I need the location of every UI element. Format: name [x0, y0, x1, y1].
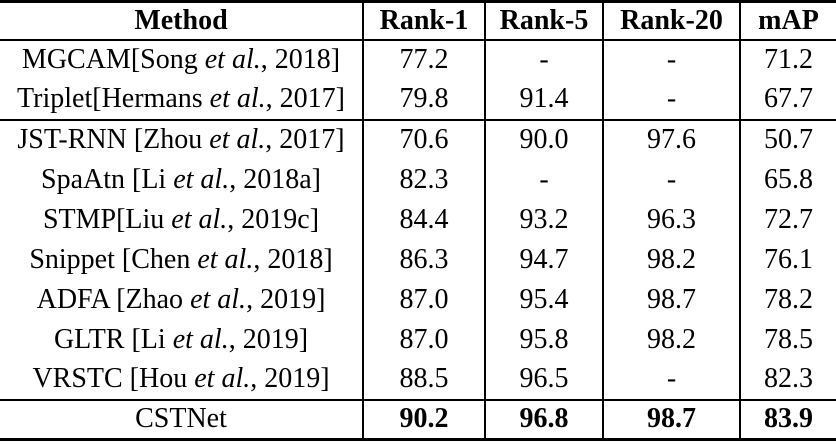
method-suffix-text: , 2017] [265, 124, 345, 155]
rank1-cell: 77.2 [362, 39, 485, 80]
method-cell: Triplet[Hermans et al., 2017] [0, 80, 363, 120]
table-row: STMP[Liu et al., 2019c] 84.4 93.2 96.3 7… [0, 199, 836, 240]
rank5-cell: 96.5 [484, 359, 603, 400]
method-suffix-text: , 2018] [260, 44, 341, 75]
etal-text: et al. [209, 83, 266, 114]
method-text: CSTNet [135, 403, 227, 435]
map-cell: 67.7 [739, 79, 836, 120]
rank1-cell: 86.3 [362, 239, 485, 280]
rank1-cell: 87.0 [362, 319, 485, 360]
method-cell: ADFA [Zhao et al., 2019] [0, 280, 363, 320]
etal-text: et al. [204, 44, 261, 75]
table-row: JST-RNN [Zhou et al., 2017] 70.6 90.0 97… [0, 118, 836, 160]
rank5-cell: 94.7 [484, 239, 603, 280]
method-text: JST-RNN [Zhou [17, 124, 210, 155]
table-row: MGCAM[Song et al., 2018] 77.2 - - 71.2 [0, 39, 836, 80]
rank1-cell: 79.8 [362, 79, 485, 120]
method-cell: MGCAM[Song et al., 2018] [0, 40, 363, 80]
table-row: Triplet[Hermans et al., 2017] 79.8 91.4 … [0, 79, 836, 120]
method-text: Snippet [Chen [29, 243, 198, 275]
map-cell: 76.1 [739, 239, 836, 280]
rank20-cell: 98.2 [602, 239, 740, 280]
etal-text: et al. [172, 323, 229, 355]
method-text: STMP[Liu [42, 203, 172, 235]
method-suffix-text: , 2019] [250, 363, 330, 394]
etal-text: et al. [171, 203, 228, 235]
method-text: ADFA [Zhao [36, 283, 191, 315]
method-cell: STMP[Liu et al., 2019c] [0, 200, 363, 240]
rank20-cell: 98.7 [602, 398, 740, 440]
method-suffix-text: , 2018a] [229, 163, 321, 195]
header-rank5: Rank-5 [484, 1, 603, 41]
method-cell: Snippet [Chen et al., 2018] [0, 240, 363, 280]
method-text: VRSTC [Hou [32, 363, 195, 394]
rank20-cell: 98.7 [602, 279, 740, 320]
method-suffix-text: , 2019c] [227, 203, 320, 235]
header-map: mAP [739, 1, 836, 41]
rank5-cell: 93.2 [484, 199, 603, 240]
table-row: SpaAtn [Li et al., 2018a] 82.3 - - 65.8 [0, 159, 836, 200]
rank1-cell: 70.6 [362, 118, 485, 160]
method-suffix-text: , 2019] [246, 283, 326, 315]
map-cell: 78.5 [739, 319, 836, 360]
method-text: SpaAtn [Li [41, 163, 174, 195]
method-suffix-text: , 2017] [265, 83, 345, 114]
map-cell: 78.2 [739, 279, 836, 320]
rank20-cell: - [602, 39, 740, 80]
rank20-cell: 97.6 [602, 118, 740, 160]
table-row: GLTR [Li et al., 2019] 87.0 95.8 98.2 78… [0, 319, 836, 360]
map-cell: 65.8 [739, 159, 836, 200]
rank5-cell: - [484, 39, 603, 80]
table-row-cstnet: CSTNet 90.2 96.8 98.7 83.9 [0, 398, 836, 440]
etal-text: et al. [190, 283, 247, 315]
etal-text: et al. [173, 163, 230, 195]
rank5-cell: 95.4 [484, 279, 603, 320]
map-cell: 82.3 [739, 359, 836, 400]
rank5-cell: 91.4 [484, 79, 603, 120]
etal-text: et al. [197, 243, 254, 275]
rank5-cell: 96.8 [484, 398, 603, 440]
header-rank20: Rank-20 [602, 1, 740, 41]
table-row: ADFA [Zhao et al., 2019] 87.0 95.4 98.7 … [0, 279, 836, 320]
header-rank1: Rank-1 [362, 1, 485, 41]
map-cell: 50.7 [739, 118, 836, 160]
method-cell: SpaAtn [Li et al., 2018a] [0, 160, 363, 200]
method-cell: JST-RNN [Zhou et al., 2017] [0, 118, 363, 160]
rank1-cell: 87.0 [362, 279, 485, 320]
rank5-cell: 95.8 [484, 319, 603, 360]
rank5-cell: - [484, 159, 603, 200]
header-row: Method Rank-1 Rank-5 Rank-20 mAP [0, 1, 836, 41]
method-suffix-text: , 2019] [228, 323, 309, 355]
table-row: VRSTC [Hou et al., 2019] 88.5 96.5 - 82.… [0, 359, 836, 400]
rank1-cell: 90.2 [362, 398, 485, 440]
method-cell: CSTNet [0, 398, 363, 440]
map-cell: 83.9 [739, 398, 836, 440]
method-suffix-text: , 2018] [253, 243, 333, 275]
rank1-cell: 84.4 [362, 199, 485, 240]
rank1-cell: 82.3 [362, 159, 485, 200]
method-text: Triplet[Hermans [17, 83, 210, 114]
etal-text: et al. [209, 124, 266, 155]
rank5-cell: 90.0 [484, 118, 603, 160]
rank20-cell: 96.3 [602, 199, 740, 240]
rank20-cell: - [602, 359, 740, 400]
rank20-cell: 98.2 [602, 319, 740, 360]
table-row: Snippet [Chen et al., 2018] 86.3 94.7 98… [0, 239, 836, 280]
method-cell: GLTR [Li et al., 2019] [0, 320, 363, 360]
rank1-cell: 88.5 [362, 359, 485, 400]
rank20-cell: - [602, 159, 740, 200]
map-cell: 71.2 [739, 39, 836, 80]
etal-text: et al. [194, 363, 251, 394]
rank20-cell: - [602, 79, 740, 120]
header-method: Method [0, 1, 363, 41]
method-cell: VRSTC [Hou et al., 2019] [0, 360, 363, 400]
method-text: MGCAM[Song [21, 44, 205, 75]
map-cell: 72.7 [739, 199, 836, 240]
method-text: GLTR [Li [53, 323, 173, 355]
